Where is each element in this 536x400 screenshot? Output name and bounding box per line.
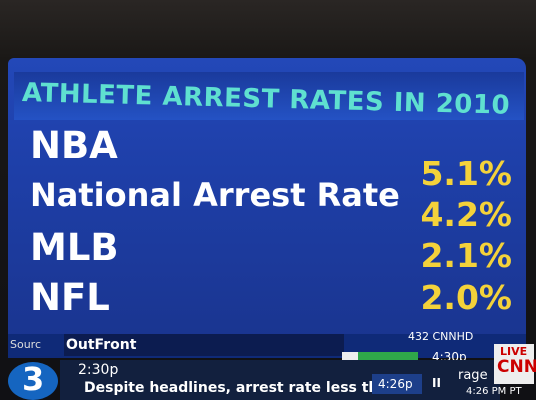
network: CNN	[497, 357, 536, 377]
row-label: NFL	[30, 276, 110, 319]
row-value: 2.0%	[420, 278, 512, 317]
station-logo	[8, 362, 58, 400]
clock-box	[372, 374, 422, 394]
pt-time: 4:26 PM PT	[466, 386, 522, 397]
show-bar	[64, 334, 344, 356]
headline: Despite headlines, arrest rate less thar	[84, 380, 395, 396]
ticker-right: rage	[458, 368, 488, 383]
row-label: MLB	[30, 226, 119, 269]
row-label: National Arrest Rate	[30, 176, 400, 214]
row-value: 2.1%	[420, 236, 512, 275]
channel-number: 3	[22, 360, 45, 398]
show-name: OutFront	[66, 337, 137, 353]
ticker-time: 2:30p	[78, 362, 119, 378]
ticker	[60, 360, 500, 400]
pause: II	[432, 376, 441, 390]
row-value: 5.1%	[420, 154, 512, 193]
row-value: 4.2%	[420, 195, 512, 234]
clock: 4:26p	[378, 377, 413, 391]
row-label: NBA	[30, 124, 118, 167]
title-bar	[14, 72, 524, 120]
live: LIVE	[500, 345, 528, 358]
channel: 432 CNNHD	[408, 330, 474, 343]
cnn-logo-box	[494, 344, 534, 384]
source: Sourc	[10, 338, 42, 351]
